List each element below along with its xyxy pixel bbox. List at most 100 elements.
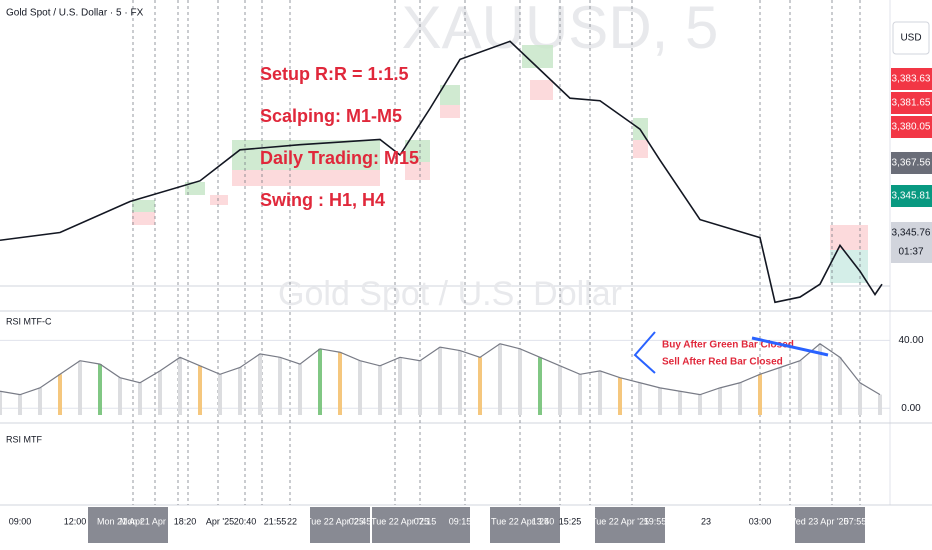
time-label: 18:20 (174, 516, 197, 526)
currency-box[interactable] (892, 21, 930, 55)
annotation: Sell After Red Bar Closed (662, 357, 783, 368)
trade-box (633, 140, 648, 158)
rsi-bar (98, 364, 102, 415)
trade-box (232, 170, 380, 186)
trade-box (132, 200, 155, 212)
price-tag (891, 185, 932, 207)
rsi-bar (778, 367, 782, 415)
rsi-bar (178, 357, 182, 415)
time-label: 19:55 (644, 516, 667, 526)
price-tag-label: 01:37 (898, 247, 923, 258)
rsi-bar (638, 382, 642, 415)
trade-box (132, 212, 155, 225)
time-label: 20:40 (234, 516, 257, 526)
time-label: 09:00 (9, 516, 32, 526)
setup-note: Setup R:R = 1:1.5 Scalping: M1-M5 Daily Tr… (260, 64, 419, 210)
rsi-bar (698, 394, 702, 415)
rsi-bar (878, 394, 882, 415)
symbol-title: Gold Spot / U.S. Dollar · 5 · FX (6, 8, 144, 19)
trade-box (830, 250, 868, 283)
time-label: 22 (287, 516, 297, 526)
trade-box (210, 195, 228, 205)
time-label: Mon 21 Apr '25 (120, 516, 180, 526)
time-label: Tue 22 Apr '25 (306, 516, 364, 526)
price-tag (891, 68, 932, 90)
price-tag-label: 3,380.05 (892, 122, 931, 133)
price-tag (891, 152, 932, 174)
y-tick-label: 0.00 (901, 403, 921, 414)
time-highlight (372, 507, 440, 543)
rsi-bar (678, 391, 682, 415)
time-highlight (490, 507, 560, 543)
time-label: 09:15 (449, 516, 472, 526)
rsi-bar (838, 357, 842, 415)
rsi-bar (378, 365, 382, 415)
rsi-bar (658, 387, 662, 415)
rsi-bar (618, 377, 622, 415)
rsi-bar (58, 374, 62, 415)
rsi-bar (858, 382, 862, 415)
rsi-bar (198, 365, 202, 415)
time-label: 02:45 (349, 516, 372, 526)
rsi-bar (298, 364, 302, 415)
rsi-bar (478, 357, 482, 415)
rsi-bar (138, 382, 142, 415)
rsi-bar (738, 382, 742, 415)
time-label: Mon 21 Apr (97, 516, 143, 526)
rsi-bar (258, 353, 262, 415)
time-label: 21:55 (264, 516, 287, 526)
rsi-bar (818, 343, 822, 415)
rsi-bar (758, 374, 762, 415)
rsi-bar (798, 360, 802, 415)
rsi-bar (338, 352, 342, 415)
time-label: 13:40 (532, 516, 555, 526)
rsi-bar (238, 367, 242, 415)
rsi-line (0, 342, 881, 396)
rsi-bar (38, 387, 42, 415)
time-label: 07:15 (414, 516, 437, 526)
time-label: Tue 22 Apr '25 (371, 516, 429, 526)
annotation: Buy After Green Bar Closed (662, 340, 794, 351)
price-tags: 3,383.63 3,381.65 3,380.05 3,367.56 3,345.81… (891, 68, 932, 263)
time-highlight (795, 507, 865, 543)
rsi-bar (278, 357, 282, 415)
rsi-bar (358, 360, 362, 415)
rsi-bar (218, 374, 222, 415)
rsi-bar (118, 377, 122, 415)
rsi-bar (518, 348, 522, 415)
price-tag (891, 222, 932, 241)
trade-box (405, 140, 430, 162)
trade-box (530, 80, 553, 100)
currency[interactable]: USD (900, 33, 921, 44)
time-label: 12:00 (64, 516, 87, 526)
time-label: 07:55 (844, 516, 867, 526)
time-label: Tue 22 Apr '25 (591, 516, 649, 526)
trade-box (440, 85, 460, 105)
trade-box (185, 182, 205, 195)
trade-box (440, 105, 460, 118)
watermark: Gold Spot / U.S. Dollar (278, 275, 622, 313)
pane-label: RSI MTF (6, 434, 42, 444)
rsi-bar (18, 394, 22, 415)
rsi-bar (558, 365, 562, 415)
price-tag-label: 3,383.63 (892, 74, 931, 85)
setup-line: Scalping: M1-M5 (260, 106, 402, 126)
rsi-bar (438, 347, 442, 415)
setup-line: Swing : H1, H4 (260, 190, 385, 210)
price-tag-label: 3,381.65 (892, 98, 931, 109)
time-label: 23 (701, 516, 711, 526)
rsi-bar (158, 370, 162, 415)
rsi-bar (498, 343, 502, 415)
trade-box (405, 162, 430, 180)
price-tag-label: 3,345.81 (892, 191, 931, 202)
price-tag-label: 3,367.56 (892, 158, 931, 169)
price-tag-label: 3,345.76 (892, 228, 931, 239)
time-highlight (440, 507, 470, 543)
time-label: Tue 22 Apr '25 (491, 516, 549, 526)
time-label: Wed 23 Apr '25 (787, 516, 848, 526)
plot: 40.00 0.00 (0, 40, 924, 415)
rsi-bar (78, 360, 82, 415)
rsi-bar (398, 357, 402, 415)
rsi-bar (318, 348, 322, 415)
